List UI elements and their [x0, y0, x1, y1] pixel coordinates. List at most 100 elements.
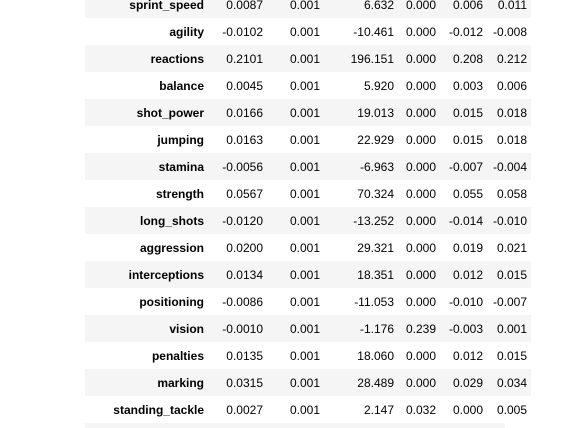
row-label: interceptions — [85, 261, 210, 288]
p-value-cell: 0.000 — [398, 0, 440, 18]
std-err-cell: 0.001 — [267, 0, 324, 18]
std-err-cell: 0.001 — [267, 369, 324, 396]
p-value-cell: 0.000 — [398, 369, 440, 396]
table-row: interceptions 0.0134 0.001 18.351 0.000 … — [85, 261, 531, 288]
row-label: marking — [85, 369, 210, 396]
ci-lower-cell: 0.000 — [452, 402, 483, 417]
p-value-cell: 0.000 — [405, 78, 436, 93]
coef-cell: 0.0163 — [226, 132, 263, 147]
ci-lower-cell: 0.012 — [452, 348, 483, 363]
ci-upper-cell: 0.005 — [496, 402, 527, 417]
ci-lower-cell: 0.012 — [440, 261, 487, 288]
ci-lower-cell: 0.015 — [452, 132, 483, 147]
coef-cell: 0.0027 — [226, 402, 263, 417]
table-row: aggression 0.0200 0.001 29.321 0.000 0.0… — [85, 234, 531, 261]
std-err-cell: 0.001 — [267, 45, 324, 72]
ci-lower-cell: 0.015 — [440, 99, 487, 126]
coef-cell: 0.0200 — [226, 240, 263, 255]
table-row: long_shots -0.0120 0.001 -13.252 0.000 -… — [85, 207, 531, 234]
p-value-cell: 0.000 — [405, 240, 436, 255]
coef-cell: -0.0102 — [222, 24, 263, 39]
coef-cell: 0.0135 — [226, 348, 263, 363]
std-err-cell: 0.001 — [267, 207, 324, 234]
row-label: penalties — [151, 348, 204, 363]
p-value-cell: 0.000 — [405, 24, 436, 39]
table-row: balance 0.0045 0.001 5.920 0.000 0.003 0… — [85, 72, 531, 99]
t-stat-cell: 29.321 — [357, 240, 394, 255]
coef-cell: 0.0134 — [210, 261, 267, 288]
ci-lower-cell: -0.003 — [440, 315, 487, 342]
t-stat-cell: 5.920 — [363, 78, 394, 93]
ci-upper-cell: -0.004 — [487, 153, 531, 180]
row-label: balance — [159, 78, 204, 93]
ci-upper-cell: 0.001 — [487, 315, 531, 342]
ci-upper-cell: 0.018 — [487, 99, 531, 126]
std-err-cell: 0.001 — [289, 402, 320, 417]
t-stat-cell: -1.176 — [324, 315, 398, 342]
ci-lower-cell: -0.007 — [440, 153, 487, 180]
row-label: positioning — [139, 294, 204, 309]
row-label: jumping — [157, 132, 204, 147]
p-value-cell: 0.000 — [398, 99, 440, 126]
row-label: aggression — [139, 240, 204, 255]
table-row: stamina -0.0056 0.001 -6.963 0.000 -0.00… — [85, 153, 531, 180]
t-stat-cell: 22.929 — [357, 132, 394, 147]
table-row: marking 0.0315 0.001 28.489 0.000 0.029 … — [85, 369, 531, 396]
p-value-cell: 0.239 — [398, 315, 440, 342]
ci-lower-cell: -0.010 — [448, 294, 483, 309]
t-stat-cell: -13.252 — [324, 207, 398, 234]
t-stat-cell: 28.489 — [324, 369, 398, 396]
row-label: stamina — [85, 153, 210, 180]
p-value-cell: 0.000 — [398, 261, 440, 288]
t-stat-cell: 19.013 — [324, 99, 398, 126]
p-value-cell: 0.000 — [405, 294, 436, 309]
coef-cell: 0.0166 — [210, 99, 267, 126]
row-label: reactions — [85, 45, 210, 72]
table-row: jumping 0.0163 0.001 22.929 0.000 0.015 … — [85, 126, 531, 153]
t-stat-cell: 2.147 — [363, 402, 394, 417]
p-value-cell: 0.000 — [398, 45, 440, 72]
std-err-cell: 0.001 — [289, 348, 320, 363]
row-label: shot_power — [85, 99, 210, 126]
regression-coefficients-table: sprint_speed 0.0087 0.001 6.632 0.000 0.… — [85, 0, 531, 423]
std-err-cell: 0.001 — [289, 294, 320, 309]
ci-upper-cell: 0.011 — [487, 0, 531, 18]
coef-cell: 0.0087 — [210, 0, 267, 18]
table-row: standing_tackle 0.0027 0.001 2.147 0.032… — [85, 396, 531, 423]
coef-cell: -0.0086 — [222, 294, 263, 309]
ci-lower-cell: 0.029 — [440, 369, 487, 396]
regression-table-container: sprint_speed 0.0087 0.001 6.632 0.000 0.… — [85, 0, 531, 423]
p-value-cell: 0.000 — [405, 132, 436, 147]
table-row: positioning -0.0086 0.001 -11.053 0.000 … — [85, 288, 531, 315]
table-row: agility -0.0102 0.001 -10.461 0.000 -0.0… — [85, 18, 531, 45]
t-stat-cell: -10.461 — [353, 24, 394, 39]
t-stat-cell: 6.632 — [324, 0, 398, 18]
ci-upper-cell: 0.018 — [496, 132, 527, 147]
std-err-cell: 0.001 — [289, 78, 320, 93]
std-err-cell: 0.001 — [289, 240, 320, 255]
row-label: vision — [85, 315, 210, 342]
ci-lower-cell: -0.014 — [440, 207, 487, 234]
ci-upper-cell: 0.006 — [496, 78, 527, 93]
t-stat-cell: 70.324 — [357, 186, 394, 201]
row-label: agility — [169, 24, 204, 39]
p-value-cell: 0.000 — [398, 207, 440, 234]
coef-cell: 0.0567 — [226, 186, 263, 201]
std-err-cell: 0.001 — [289, 132, 320, 147]
ci-upper-cell: 0.212 — [487, 45, 531, 72]
row-label: strength — [156, 186, 204, 201]
std-err-cell: 0.001 — [267, 99, 324, 126]
table-row: shot_power 0.0166 0.001 19.013 0.000 0.0… — [85, 99, 531, 126]
table-row: penalties 0.0135 0.001 18.060 0.000 0.01… — [85, 342, 531, 369]
row-label: standing_tackle — [113, 402, 204, 417]
coef-cell: -0.0010 — [210, 315, 267, 342]
ci-upper-cell: 0.058 — [496, 186, 527, 201]
t-stat-cell: 196.151 — [324, 45, 398, 72]
coef-cell: 0.0315 — [210, 369, 267, 396]
ci-upper-cell: 0.021 — [496, 240, 527, 255]
ci-lower-cell: 0.208 — [440, 45, 487, 72]
std-err-cell: 0.001 — [267, 315, 324, 342]
table-row: sprint_speed 0.0087 0.001 6.632 0.000 0.… — [85, 0, 531, 18]
ci-lower-cell: 0.055 — [452, 186, 483, 201]
p-value-cell: 0.000 — [405, 348, 436, 363]
